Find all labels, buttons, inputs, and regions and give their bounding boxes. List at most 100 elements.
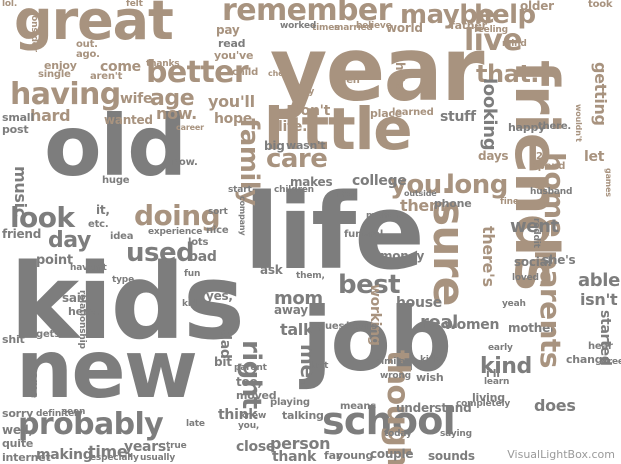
- word-spend: spend: [532, 161, 566, 172]
- word-sure: sure: [423, 200, 474, 306]
- word-nice: nice: [206, 225, 229, 236]
- word-father: father: [450, 19, 487, 32]
- word-mom: mom: [274, 288, 323, 309]
- word-loved: loved: [512, 273, 539, 283]
- word-looking: looking: [479, 78, 500, 151]
- word-thanks: thanks: [146, 59, 180, 69]
- word-ask: ask: [260, 263, 283, 277]
- word-you: you.: [390, 170, 452, 200]
- word-there: there.: [538, 121, 571, 132]
- word-took: took: [588, 0, 613, 10]
- word-wont: won't: [288, 103, 331, 119]
- word-too: too,: [236, 375, 262, 389]
- word-post: post: [2, 123, 29, 136]
- word-kind: kind: [480, 354, 532, 379]
- word-learned: learned: [392, 107, 434, 118]
- word-bit: bit: [214, 355, 232, 369]
- word-talk: talk: [280, 320, 314, 339]
- word-children: children: [274, 185, 314, 195]
- word-life2: life.: [278, 119, 308, 135]
- word-time: time.: [88, 442, 134, 461]
- word-felt: felt: [126, 0, 143, 9]
- word-thank: thank: [272, 449, 316, 464]
- word-well: well,: [2, 423, 33, 437]
- word-out: out.: [76, 39, 98, 50]
- word-job: job: [302, 288, 452, 391]
- word-ill: i'll: [486, 367, 500, 380]
- word-kid: kid: [182, 299, 197, 309]
- word-change: change: [566, 353, 610, 366]
- word-married: married: [334, 23, 373, 33]
- word-understand: understand: [396, 401, 472, 415]
- word-games: games: [604, 168, 613, 197]
- word-help: help: [474, 0, 536, 30]
- word-enjoy: enjoy: [44, 59, 77, 72]
- word-went: went: [510, 216, 559, 237]
- word-making: making: [36, 447, 93, 463]
- word-it: it,: [96, 203, 110, 217]
- word-child: child: [232, 67, 259, 78]
- word-havent: haven't: [70, 263, 107, 273]
- word-hes: he's: [393, 62, 407, 89]
- word-years: years.: [124, 439, 171, 455]
- word-year: year: [270, 18, 485, 121]
- word-point: point: [36, 253, 73, 268]
- word-phone: phone: [434, 197, 472, 210]
- word-usually: usually: [140, 453, 176, 463]
- word-school: school: [322, 399, 456, 443]
- word-pay: pay: [216, 23, 240, 37]
- word-women: women: [444, 317, 500, 333]
- word-etc: etc.: [88, 219, 109, 230]
- word-better: better: [146, 55, 249, 90]
- word-saying: saying: [440, 429, 472, 439]
- word-makes: makes: [290, 175, 333, 189]
- word-wouldnt: wouldn't: [574, 104, 583, 142]
- word-seen: seen: [62, 407, 86, 417]
- word-place: place: [370, 107, 402, 120]
- word-read: read: [218, 37, 246, 50]
- word-them2: them,: [296, 271, 325, 281]
- word-stuff: stuff: [440, 109, 476, 125]
- word-come: come: [100, 59, 141, 75]
- word-old: old: [44, 97, 187, 195]
- word-hours: hours: [346, 321, 377, 332]
- word-experience: experience: [148, 227, 203, 237]
- word-internet: internet: [2, 451, 51, 464]
- word-doing: doing: [134, 199, 221, 232]
- word-funeral: funeral: [344, 229, 384, 240]
- word-age: age: [150, 86, 195, 111]
- word-best: best: [338, 270, 401, 300]
- word-company: company: [238, 196, 247, 236]
- word-single: single: [38, 69, 71, 80]
- word-ago: ago.: [76, 49, 100, 60]
- word-youve: you've: [214, 49, 254, 62]
- word-gets: gets: [36, 329, 60, 340]
- word-sort: sort: [208, 207, 228, 217]
- word-similar: similar: [376, 357, 410, 367]
- word-money: money: [380, 249, 425, 263]
- word-true: true: [166, 441, 187, 451]
- word-huge: huge: [102, 175, 130, 186]
- word-maybe: maybe: [400, 0, 495, 30]
- word-said: said: [62, 291, 89, 305]
- word-that: that.: [476, 60, 539, 88]
- word-sounds: sounds: [428, 449, 475, 463]
- word-having: having: [10, 77, 121, 112]
- word-happy: happy: [508, 121, 546, 134]
- word-hard: hard: [30, 106, 71, 125]
- word-probably: probably: [18, 407, 164, 442]
- word-older: older: [520, 0, 554, 13]
- word-think: think: [218, 407, 258, 423]
- word-yes: yes,: [206, 289, 233, 303]
- word-playing: playing: [270, 397, 310, 408]
- word-college: college: [352, 173, 407, 189]
- word-fact: fact: [336, 189, 358, 200]
- word-knew: knew: [240, 411, 267, 421]
- word-free: free: [604, 357, 621, 367]
- word-two: 2: [536, 151, 543, 162]
- word-wasnt: wasn't: [286, 139, 326, 152]
- word-wife: wife: [120, 91, 153, 107]
- word-husband: husband: [530, 187, 573, 197]
- word-yeah: yeah: [502, 299, 526, 309]
